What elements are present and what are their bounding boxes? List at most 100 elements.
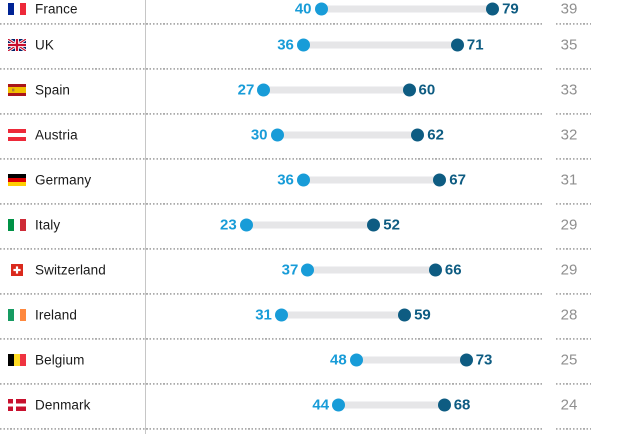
row-separator-main [0, 427, 543, 430]
country-label: Switzerland [35, 262, 106, 278]
row-separator-diff-column [556, 112, 591, 115]
high-value-label: 62 [427, 126, 444, 144]
country-row-belgium: Belgium 48 73 25 [0, 338, 631, 383]
high-value-dot [398, 308, 412, 322]
low-value-label: 48 [330, 351, 347, 369]
high-value-dot [433, 173, 447, 187]
country-label: Germany [35, 172, 92, 188]
switzerland-flag-icon [8, 264, 26, 276]
high-value-dot [437, 398, 451, 412]
country-row-switzerland: Switzerland 37 66 29 [0, 248, 631, 293]
country-label: Ireland [35, 307, 77, 323]
low-value-dot [270, 128, 284, 142]
row-separator-main [0, 247, 543, 250]
low-value-dot [301, 263, 315, 277]
ireland-flag-icon [8, 309, 26, 321]
low-value-label: 30 [250, 126, 268, 144]
dumbbell-connector [303, 41, 458, 49]
high-value-dot [411, 128, 425, 142]
high-value-label: 67 [449, 171, 466, 189]
high-value-label: 66 [444, 261, 462, 279]
country-label: Italy [35, 217, 61, 233]
row-separator-main [0, 337, 543, 340]
low-value-label: 36 [277, 36, 294, 54]
row-separator-diff-column [556, 292, 591, 295]
dumbbell-connector [338, 401, 445, 409]
country-label: UK [35, 37, 54, 53]
low-value-label: 37 [281, 261, 299, 279]
dumbbell-connector [356, 356, 467, 364]
low-value-dot [296, 38, 310, 52]
row-separator-main [0, 157, 543, 160]
high-value-label: 60 [418, 81, 436, 99]
country-label: Denmark [35, 397, 91, 413]
country-label: Spain [35, 82, 71, 98]
difference-value: 24 [560, 396, 578, 414]
dumbbell-connector [321, 5, 493, 13]
difference-value: 29 [560, 216, 578, 234]
row-separator-diff-column [556, 157, 591, 160]
low-value-dot [274, 308, 288, 322]
low-value-dot [239, 218, 253, 232]
high-value-dot [450, 38, 464, 52]
high-value-label: 68 [453, 396, 471, 414]
country-label: Belgium [35, 352, 85, 368]
high-value-dot [402, 83, 416, 97]
row-separator-diff-column [556, 247, 591, 250]
dumbbell-connector [303, 176, 440, 184]
row-separator-main [0, 22, 543, 25]
country-row-italy: Italy 23 52 29 [0, 203, 631, 248]
difference-value: 25 [560, 351, 578, 369]
country-row-denmark: Denmark 44 68 24 [0, 383, 631, 428]
row-separator-main [0, 67, 543, 70]
country-row-spain: Spain 27 60 33 [0, 68, 631, 113]
difference-value: 32 [560, 126, 578, 144]
row-separator-main [0, 382, 543, 385]
low-value-dot [349, 353, 363, 367]
high-value-dot [459, 353, 473, 367]
row-separator-diff-column [556, 427, 591, 430]
row-separator-diff-column [556, 22, 591, 25]
high-value-label: 79 [502, 0, 519, 18]
austria-flag-icon [8, 129, 26, 141]
country-row-ireland: Ireland 31 59 28 [0, 293, 631, 338]
row-separator-main [0, 292, 543, 295]
row-separator-main [0, 112, 543, 115]
high-value-dot [486, 2, 500, 16]
high-value-label: 52 [383, 216, 400, 234]
difference-value: 35 [560, 36, 578, 54]
country-row-austria: Austria 30 62 32 [0, 113, 631, 158]
uk-flag-icon [7, 37, 27, 53]
belgium-flag-icon [8, 354, 26, 366]
low-value-label: 36 [277, 171, 294, 189]
low-value-dot [314, 2, 328, 16]
country-label: Austria [35, 127, 78, 143]
dumbbell-connector [263, 86, 409, 94]
italy-flag-icon [8, 219, 26, 231]
difference-value: 29 [560, 261, 578, 279]
country-row-germany: Germany 36 67 31 [0, 158, 631, 203]
zero-baseline [145, 0, 146, 434]
row-separator-diff-column [556, 337, 591, 340]
high-value-label: 73 [475, 351, 493, 369]
dumbbell-connector [307, 266, 436, 274]
high-value-dot [428, 263, 442, 277]
high-value-dot [367, 218, 381, 232]
denmark-flag-icon [8, 399, 26, 411]
spain-flag-icon [8, 84, 26, 96]
high-value-label: 59 [414, 306, 431, 324]
difference-value: 31 [560, 171, 578, 189]
low-value-label: 27 [237, 81, 255, 99]
row-separator-diff-column [556, 202, 591, 205]
low-value-dot [332, 398, 346, 412]
row-separator-diff-column [556, 382, 591, 385]
country-label: France [35, 1, 78, 17]
difference-value: 33 [560, 81, 578, 99]
low-value-dot [296, 173, 310, 187]
dumbbell-connector [281, 311, 405, 319]
dumbbell-connector [277, 131, 418, 139]
low-value-label: 31 [255, 306, 272, 324]
difference-value: 39 [560, 0, 578, 18]
difference-value: 28 [560, 306, 578, 324]
low-value-label: 40 [294, 0, 312, 18]
